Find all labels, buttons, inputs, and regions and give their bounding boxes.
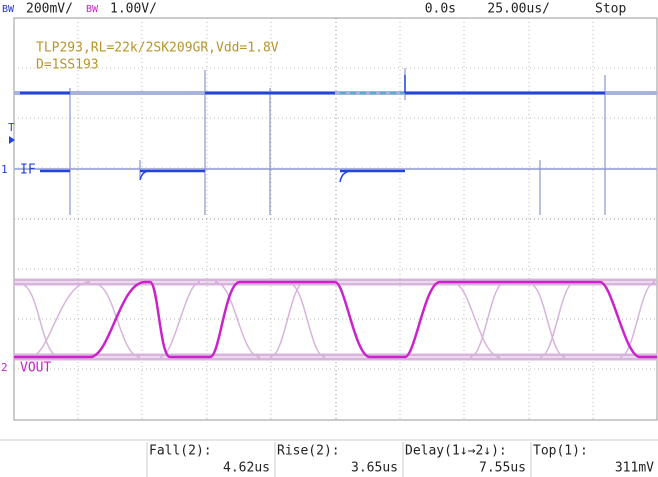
ch2-marker: 2 <box>1 361 8 374</box>
scope-screen: BW 200mV/ BW 1.00V/ 0.0s 25.00us/ Stop T… <box>0 0 658 477</box>
measurement-value: 311mV <box>615 461 654 476</box>
trigger-marker: T <box>8 121 15 134</box>
ch1-scale: 200mV/ <box>26 2 73 17</box>
measurement-label: Fall(2): <box>149 444 212 459</box>
ch1-bw: BW <box>2 4 15 15</box>
ch2-scale: 1.00V/ <box>110 2 157 17</box>
measurement-label: Rise(2): <box>277 444 340 459</box>
ch1-marker: 1 <box>1 163 8 176</box>
measurement-label: Delay(1↓→2↓): <box>405 444 507 459</box>
delay: 0.0s <box>425 2 456 17</box>
timebase: 25.00us/ <box>487 2 550 17</box>
measurements: Fall(2): 4.62us Rise(2): 3.65us Delay(1↓→2↓)… <box>147 442 654 477</box>
measurement-label: Top(1): <box>533 444 588 459</box>
status: Stop <box>595 2 626 17</box>
measurement-value: 4.62us <box>223 461 270 476</box>
measurement-value: 3.65us <box>351 461 398 476</box>
annotation-line: D=1SS193 <box>36 58 99 73</box>
measurement-value: 7.55us <box>479 461 526 476</box>
annotation-line: TLP293,RL=22k/2SK209GR,Vdd=1.8V <box>36 41 279 56</box>
ch1-label: IF <box>20 163 36 178</box>
ch2-label: VOUT <box>20 361 51 376</box>
ch2-bw: BW <box>86 4 99 15</box>
